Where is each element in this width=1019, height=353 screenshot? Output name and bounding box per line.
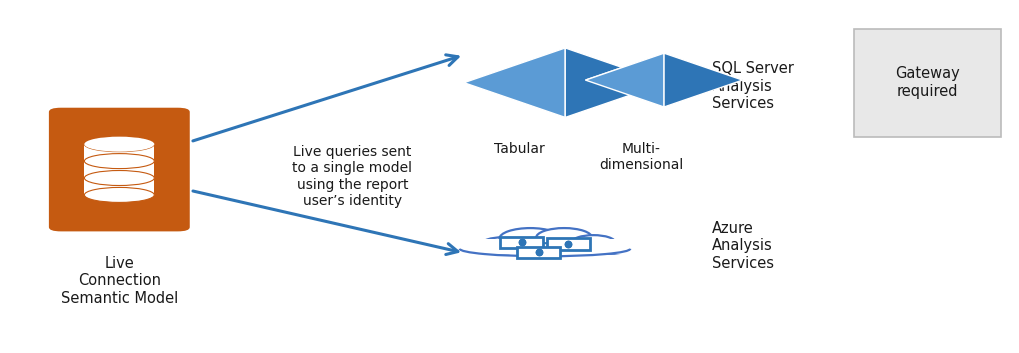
Text: Live queries sent
to a single model
using the report
user’s identity: Live queries sent to a single model usin… xyxy=(292,145,413,208)
FancyBboxPatch shape xyxy=(85,144,154,195)
Ellipse shape xyxy=(85,137,154,152)
Polygon shape xyxy=(464,48,566,118)
Polygon shape xyxy=(586,53,743,80)
Text: Azure
Analysis
Services: Azure Analysis Services xyxy=(712,221,774,271)
Text: Gateway
required: Gateway required xyxy=(895,66,960,99)
Ellipse shape xyxy=(85,170,154,186)
Text: Tabular: Tabular xyxy=(494,142,545,156)
Polygon shape xyxy=(566,48,666,118)
Text: Multi-
dimensional: Multi- dimensional xyxy=(599,142,684,172)
Polygon shape xyxy=(464,48,666,83)
FancyBboxPatch shape xyxy=(500,237,543,248)
FancyBboxPatch shape xyxy=(854,29,1001,137)
FancyBboxPatch shape xyxy=(460,239,630,254)
Text: Live
Connection
Semantic Model: Live Connection Semantic Model xyxy=(61,256,178,306)
Ellipse shape xyxy=(85,187,154,202)
FancyBboxPatch shape xyxy=(49,108,190,231)
Circle shape xyxy=(536,228,592,247)
Circle shape xyxy=(593,242,629,254)
Circle shape xyxy=(499,228,561,249)
Ellipse shape xyxy=(85,154,154,169)
Polygon shape xyxy=(664,53,743,107)
FancyBboxPatch shape xyxy=(517,247,559,258)
Ellipse shape xyxy=(85,137,154,152)
FancyBboxPatch shape xyxy=(547,239,590,250)
Circle shape xyxy=(480,237,528,253)
Text: SQL Server
Analysis
Services: SQL Server Analysis Services xyxy=(712,61,794,111)
Circle shape xyxy=(572,235,615,250)
Polygon shape xyxy=(586,53,664,107)
